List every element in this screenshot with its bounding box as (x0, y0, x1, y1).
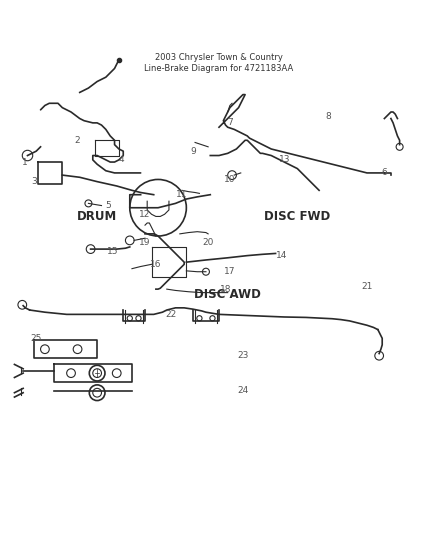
Text: 16: 16 (150, 260, 162, 269)
Text: 11: 11 (176, 190, 188, 199)
Text: 12: 12 (139, 210, 151, 219)
Text: 10: 10 (224, 175, 236, 184)
Text: 23: 23 (237, 351, 249, 360)
Text: 4: 4 (118, 156, 124, 164)
Text: 19: 19 (139, 238, 151, 247)
Text: 18: 18 (220, 285, 231, 294)
Text: DRUM: DRUM (77, 210, 117, 223)
Text: 7: 7 (227, 118, 233, 127)
Text: DISC FWD: DISC FWD (264, 210, 330, 223)
Text: DISC AWD: DISC AWD (194, 288, 261, 301)
Text: 9: 9 (190, 147, 196, 156)
Text: 15: 15 (106, 247, 118, 256)
Text: 2003 Chrysler Town & Country
Line-Brake Diagram for 4721183AA: 2003 Chrysler Town & Country Line-Brake … (145, 53, 293, 72)
Text: 14: 14 (276, 251, 288, 260)
Text: 6: 6 (381, 168, 387, 177)
Text: 3: 3 (31, 177, 37, 186)
Text: 1: 1 (22, 158, 28, 166)
Text: 21: 21 (361, 281, 373, 290)
Text: 22: 22 (166, 310, 177, 319)
Text: 24: 24 (237, 386, 248, 395)
Text: 25: 25 (31, 334, 42, 343)
Text: 5: 5 (105, 201, 111, 210)
Text: 17: 17 (224, 267, 236, 276)
Text: 13: 13 (279, 156, 290, 164)
Text: 2: 2 (75, 136, 80, 145)
Text: 8: 8 (325, 112, 331, 121)
Text: 20: 20 (202, 238, 214, 247)
